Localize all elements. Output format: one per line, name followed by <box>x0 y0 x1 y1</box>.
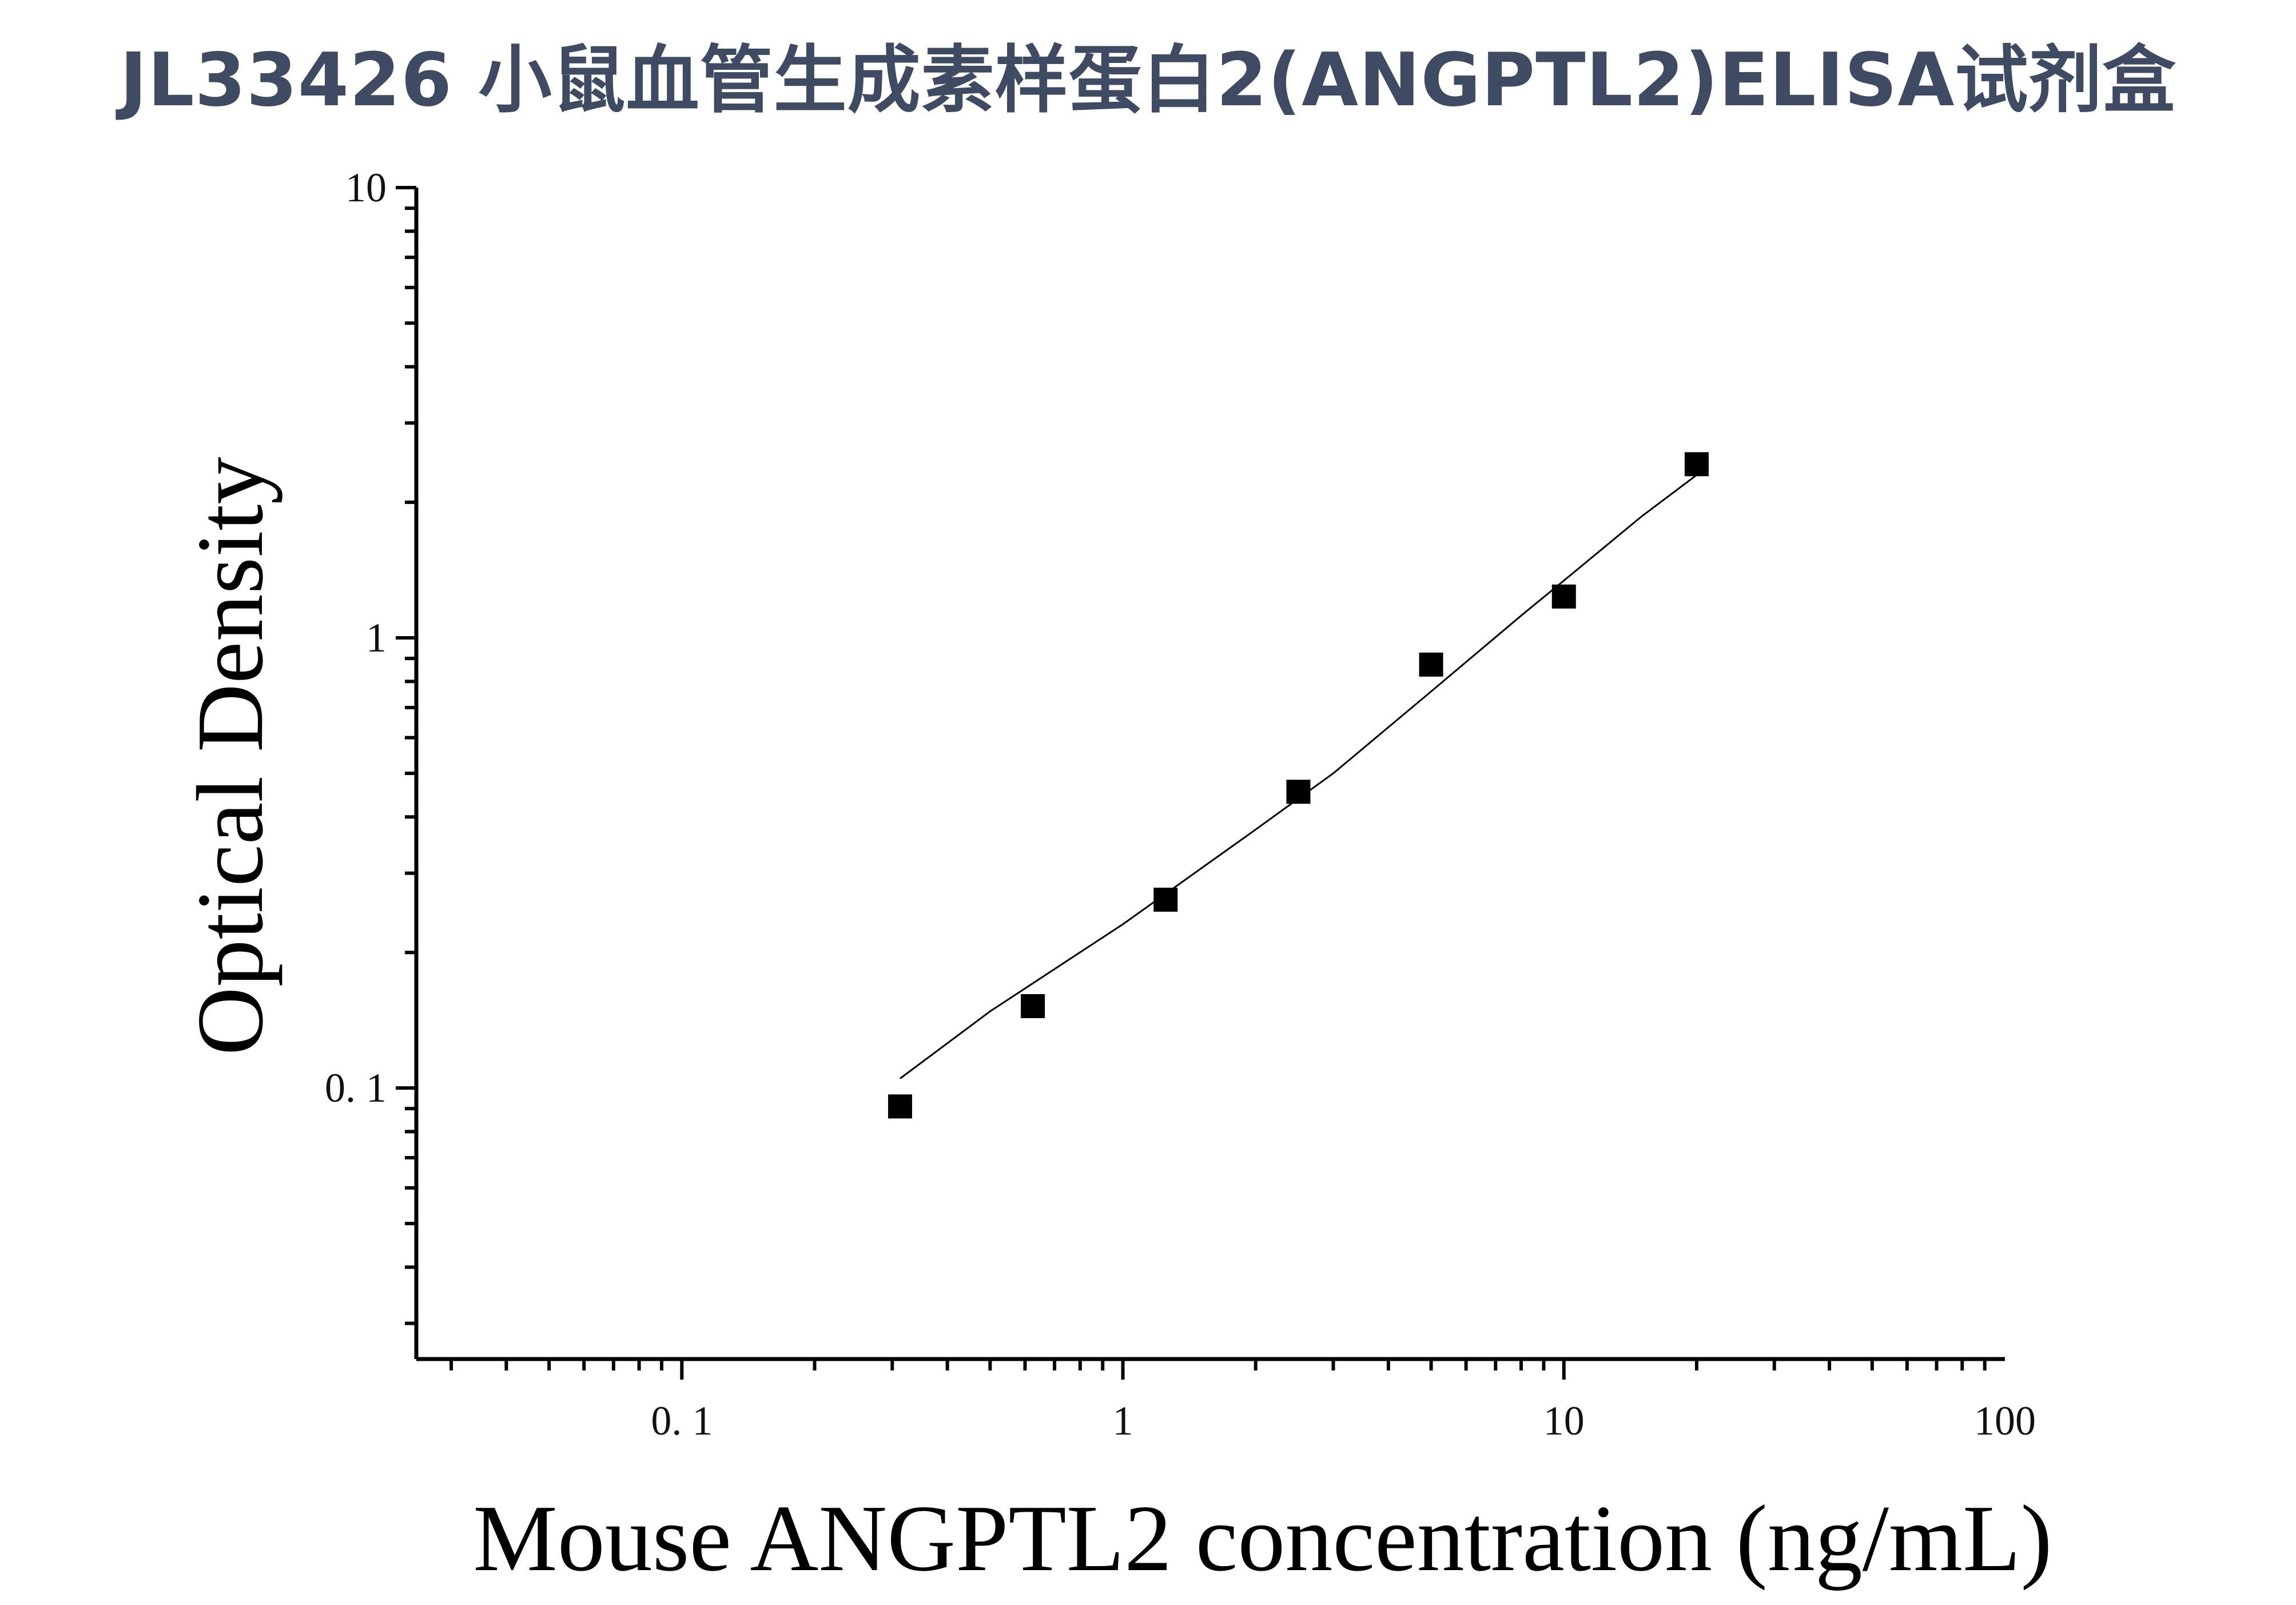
data-point <box>1551 584 1576 609</box>
x-tick-label: 100 <box>1974 1398 2036 1444</box>
data-points <box>888 452 1709 1119</box>
y-tick-label: 1 <box>366 615 387 661</box>
fit-curve-layer <box>900 474 1697 1079</box>
data-point <box>1286 780 1311 804</box>
fit-curve <box>900 474 1697 1079</box>
y-tick-label: 0. 1 <box>325 1065 387 1111</box>
axes: 0. 1 1 10 100 0. 1 1 10 <box>325 165 2036 1444</box>
x-tick-label: 10 <box>1543 1398 1585 1444</box>
x-tick-label: 1 <box>1113 1398 1133 1444</box>
page-title: JL33426 小鼠血管生成素样蛋白2(ANGPTL2)ELISA试剂盒 <box>120 38 2176 123</box>
data-point <box>1021 994 1045 1019</box>
y-axis-title: Optical Density <box>177 457 282 1056</box>
data-point <box>1684 452 1709 476</box>
x-tick-label: 0. 1 <box>651 1398 713 1444</box>
data-point <box>888 1094 912 1119</box>
data-point <box>1419 652 1443 677</box>
y-tick-label: 10 <box>345 165 387 210</box>
data-point <box>1153 887 1178 912</box>
x-axis-title: Mouse ANGPTL2 concentration (ng/mL) <box>473 1485 2052 1591</box>
